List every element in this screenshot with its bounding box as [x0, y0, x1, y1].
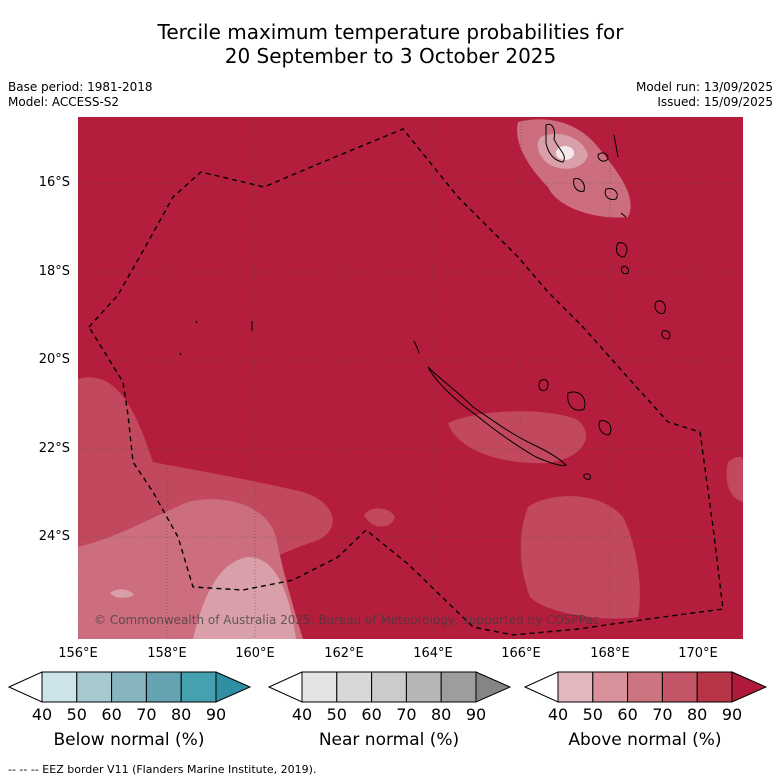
- legend-tick-label: 50: [66, 705, 87, 724]
- legend-tick-label: 70: [396, 705, 417, 724]
- legend-near-segment: [405, 671, 442, 703]
- lat-label-22s: 22°S: [38, 441, 70, 456]
- legend-below-segment: [145, 671, 182, 703]
- legend-tick-label: 40: [31, 705, 53, 724]
- eez-border: [88, 128, 724, 636]
- legend-above-svg: [523, 671, 768, 703]
- isle-of-pines-island: [583, 473, 591, 480]
- legend-tick-label: 60: [361, 705, 382, 724]
- legend-tick-label: 90: [721, 705, 743, 724]
- lon-label-168e: 168°E: [590, 646, 630, 661]
- new-caledonia-island: [427, 366, 567, 466]
- legend-below-segment: [111, 671, 147, 703]
- matthew-hunter-islands: [654, 300, 671, 340]
- legend-near-high-extend: [475, 671, 512, 703]
- loyalty-ouvea-island: [538, 379, 549, 392]
- legend-near-svg: [267, 671, 512, 703]
- legend-tick-label: 70: [136, 705, 157, 724]
- lat-label-16s: 16°S: [38, 175, 70, 190]
- legend-tick-label: 80: [431, 705, 452, 724]
- vanuatu-efate: [604, 188, 618, 200]
- legend-above-low-extend: [523, 671, 559, 703]
- lat-label-18s: 18°S: [38, 264, 70, 279]
- vanuatu-tanna: [621, 266, 629, 275]
- vanuatu-espiritu-santo: [545, 123, 565, 163]
- legend-above-high-extend: [731, 671, 768, 703]
- legend-tick-label: 40: [547, 705, 569, 724]
- grande-terre-north-islet: [413, 340, 420, 354]
- map-svg: [78, 117, 743, 639]
- loyalty-lifou-island: [567, 391, 586, 411]
- lon-label-170e: 170°E: [678, 646, 718, 661]
- zone-small-west: [110, 589, 134, 598]
- legend-below-label: Below normal (%): [53, 730, 205, 750]
- legend-tick-label: 70: [652, 705, 673, 724]
- legend-below-low-extend: [7, 671, 43, 703]
- legend-tick-label: 40: [291, 705, 313, 724]
- vanuatu-central-islands: [597, 134, 627, 218]
- chart-title-line2: 20 September to 3 October 2025: [224, 44, 557, 68]
- legend-near-segment: [440, 671, 477, 703]
- zone-70-80-east: [726, 456, 743, 502]
- model-run: Model run: 13/09/2025: [635, 80, 773, 94]
- legend-above-segment: [661, 671, 698, 703]
- zone-50-60-southwest: [193, 557, 296, 639]
- legend-near-segment: [371, 671, 407, 703]
- legend-near-segment: [336, 671, 373, 703]
- legend-tick-label: 50: [326, 705, 347, 724]
- legend-tick-label: 80: [171, 705, 192, 724]
- legend-below-high-extend: [215, 671, 252, 703]
- base-period: Base period: 1981-2018: [8, 80, 153, 94]
- legend-above-segment: [696, 671, 733, 703]
- lon-label-158e: 158°E: [147, 646, 187, 661]
- vanuatu-malekula: [573, 178, 585, 192]
- legend-near-low-extend: [267, 671, 303, 703]
- lat-label-24s: 24°S: [38, 529, 70, 544]
- legend-above-segment: [627, 671, 663, 703]
- copyright-notice: © Commonwealth of Australia 2025, Bureau…: [94, 613, 600, 627]
- legend-above-segment: [557, 671, 594, 703]
- zone-70-80-newcaledonia: [448, 411, 587, 464]
- legend-tick-label: 60: [617, 705, 638, 724]
- legend-tick-label: 50: [582, 705, 603, 724]
- lat-label-20s: 20°S: [38, 352, 70, 367]
- legend-below-colorbar: [7, 670, 252, 708]
- legend-near-label: Near normal (%): [318, 730, 460, 750]
- loyalty-mare-island: [598, 420, 612, 436]
- issued-date: Issued: 15/09/2025: [657, 95, 773, 109]
- legend-below-svg: [7, 671, 252, 703]
- map-panel: © Commonwealth of Australia 2025, Bureau…: [78, 117, 743, 639]
- lon-label-156e: 156°E: [58, 646, 98, 661]
- meta-right: Model run: 13/09/2025 Issued: 15/09/2025: [636, 80, 773, 110]
- vanuatu-erromango: [615, 242, 628, 258]
- zone-70-80-southeast: [520, 496, 640, 619]
- legend-below-segment: [180, 671, 217, 703]
- chart-title-line1: Tercile maximum temperature probabilitie…: [157, 20, 624, 44]
- legend-tick-label: 90: [465, 705, 487, 724]
- meta-left: Base period: 1981-2018 Model: ACCESS-S2: [8, 80, 153, 110]
- legend-tick-label: 60: [101, 705, 122, 724]
- legend-above-label: Above normal (%): [568, 730, 722, 750]
- lon-label-166e: 166°E: [501, 646, 541, 661]
- legend-above-colorbar: [523, 670, 768, 708]
- zone-small-central: [364, 508, 395, 527]
- zone-vanuatu-core: [556, 146, 574, 160]
- legend-below-segment: [41, 671, 78, 703]
- legend-above-segment: [592, 671, 629, 703]
- legend-near-colorbar: [267, 670, 512, 708]
- lon-label-164e: 164°E: [413, 646, 453, 661]
- eez-footer-note: -- -- -- EEZ border V11 (Flanders Marine…: [8, 763, 317, 776]
- legend-below-segment: [76, 671, 113, 703]
- chesterfield-islets: [179, 320, 253, 356]
- model-name: Model: ACCESS-S2: [8, 95, 120, 109]
- lon-label-162e: 162°E: [324, 646, 364, 661]
- legend-tick-label: 80: [687, 705, 708, 724]
- legend-tick-label: 90: [205, 705, 227, 724]
- legend-near-segment: [301, 671, 338, 703]
- lon-label-160e: 160°E: [235, 646, 275, 661]
